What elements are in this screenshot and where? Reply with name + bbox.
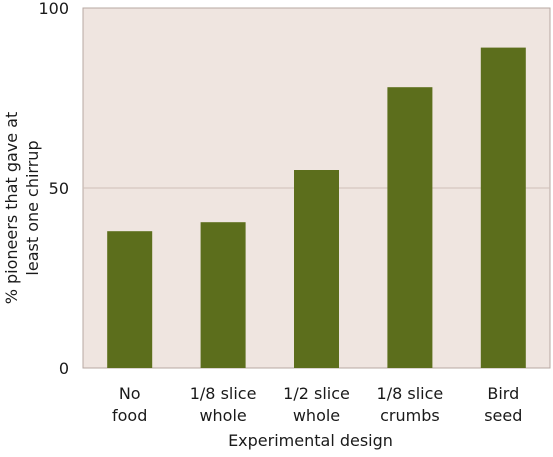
bar bbox=[480, 47, 526, 368]
y-axis-label-line: % pioneers that gave at bbox=[2, 112, 21, 305]
x-tick-label: 1/8 slice whole bbox=[190, 384, 257, 425]
bar bbox=[107, 231, 153, 368]
x-tick-label-line: 1/8 slice bbox=[190, 384, 257, 403]
y-tick-labels: 0 50 100 bbox=[38, 0, 69, 378]
bar bbox=[387, 87, 433, 368]
x-tick-label-line: seed bbox=[484, 406, 522, 425]
x-tick-label: 1/8 slice crumbs bbox=[377, 384, 444, 425]
x-tick-label-line: No bbox=[119, 384, 141, 403]
y-axis-label: % pioneers that gave at least one chirrup bbox=[2, 112, 42, 305]
x-tick-label-line: Bird bbox=[487, 384, 519, 403]
x-tick-label-line: whole bbox=[293, 406, 340, 425]
y-tick-label: 50 bbox=[49, 179, 69, 198]
bars bbox=[107, 47, 526, 368]
x-tick-label-line: food bbox=[112, 406, 147, 425]
x-tick-label: 1/2 slice whole bbox=[283, 384, 350, 425]
x-tick-label: Bird seed bbox=[484, 384, 522, 425]
y-tick-label: 0 bbox=[59, 359, 69, 378]
bar bbox=[294, 170, 339, 368]
x-tick-label: No food bbox=[112, 384, 147, 425]
bar bbox=[200, 222, 246, 368]
x-tick-label-line: 1/2 slice bbox=[283, 384, 350, 403]
x-tick-label-line: 1/8 slice bbox=[377, 384, 444, 403]
y-tick-label: 100 bbox=[38, 0, 69, 18]
x-tick-label-line: whole bbox=[199, 406, 246, 425]
x-axis-label: Experimental design bbox=[228, 431, 393, 450]
x-tick-label-line: crumbs bbox=[380, 406, 440, 425]
y-axis-label-line: least one chirrup bbox=[23, 140, 42, 275]
